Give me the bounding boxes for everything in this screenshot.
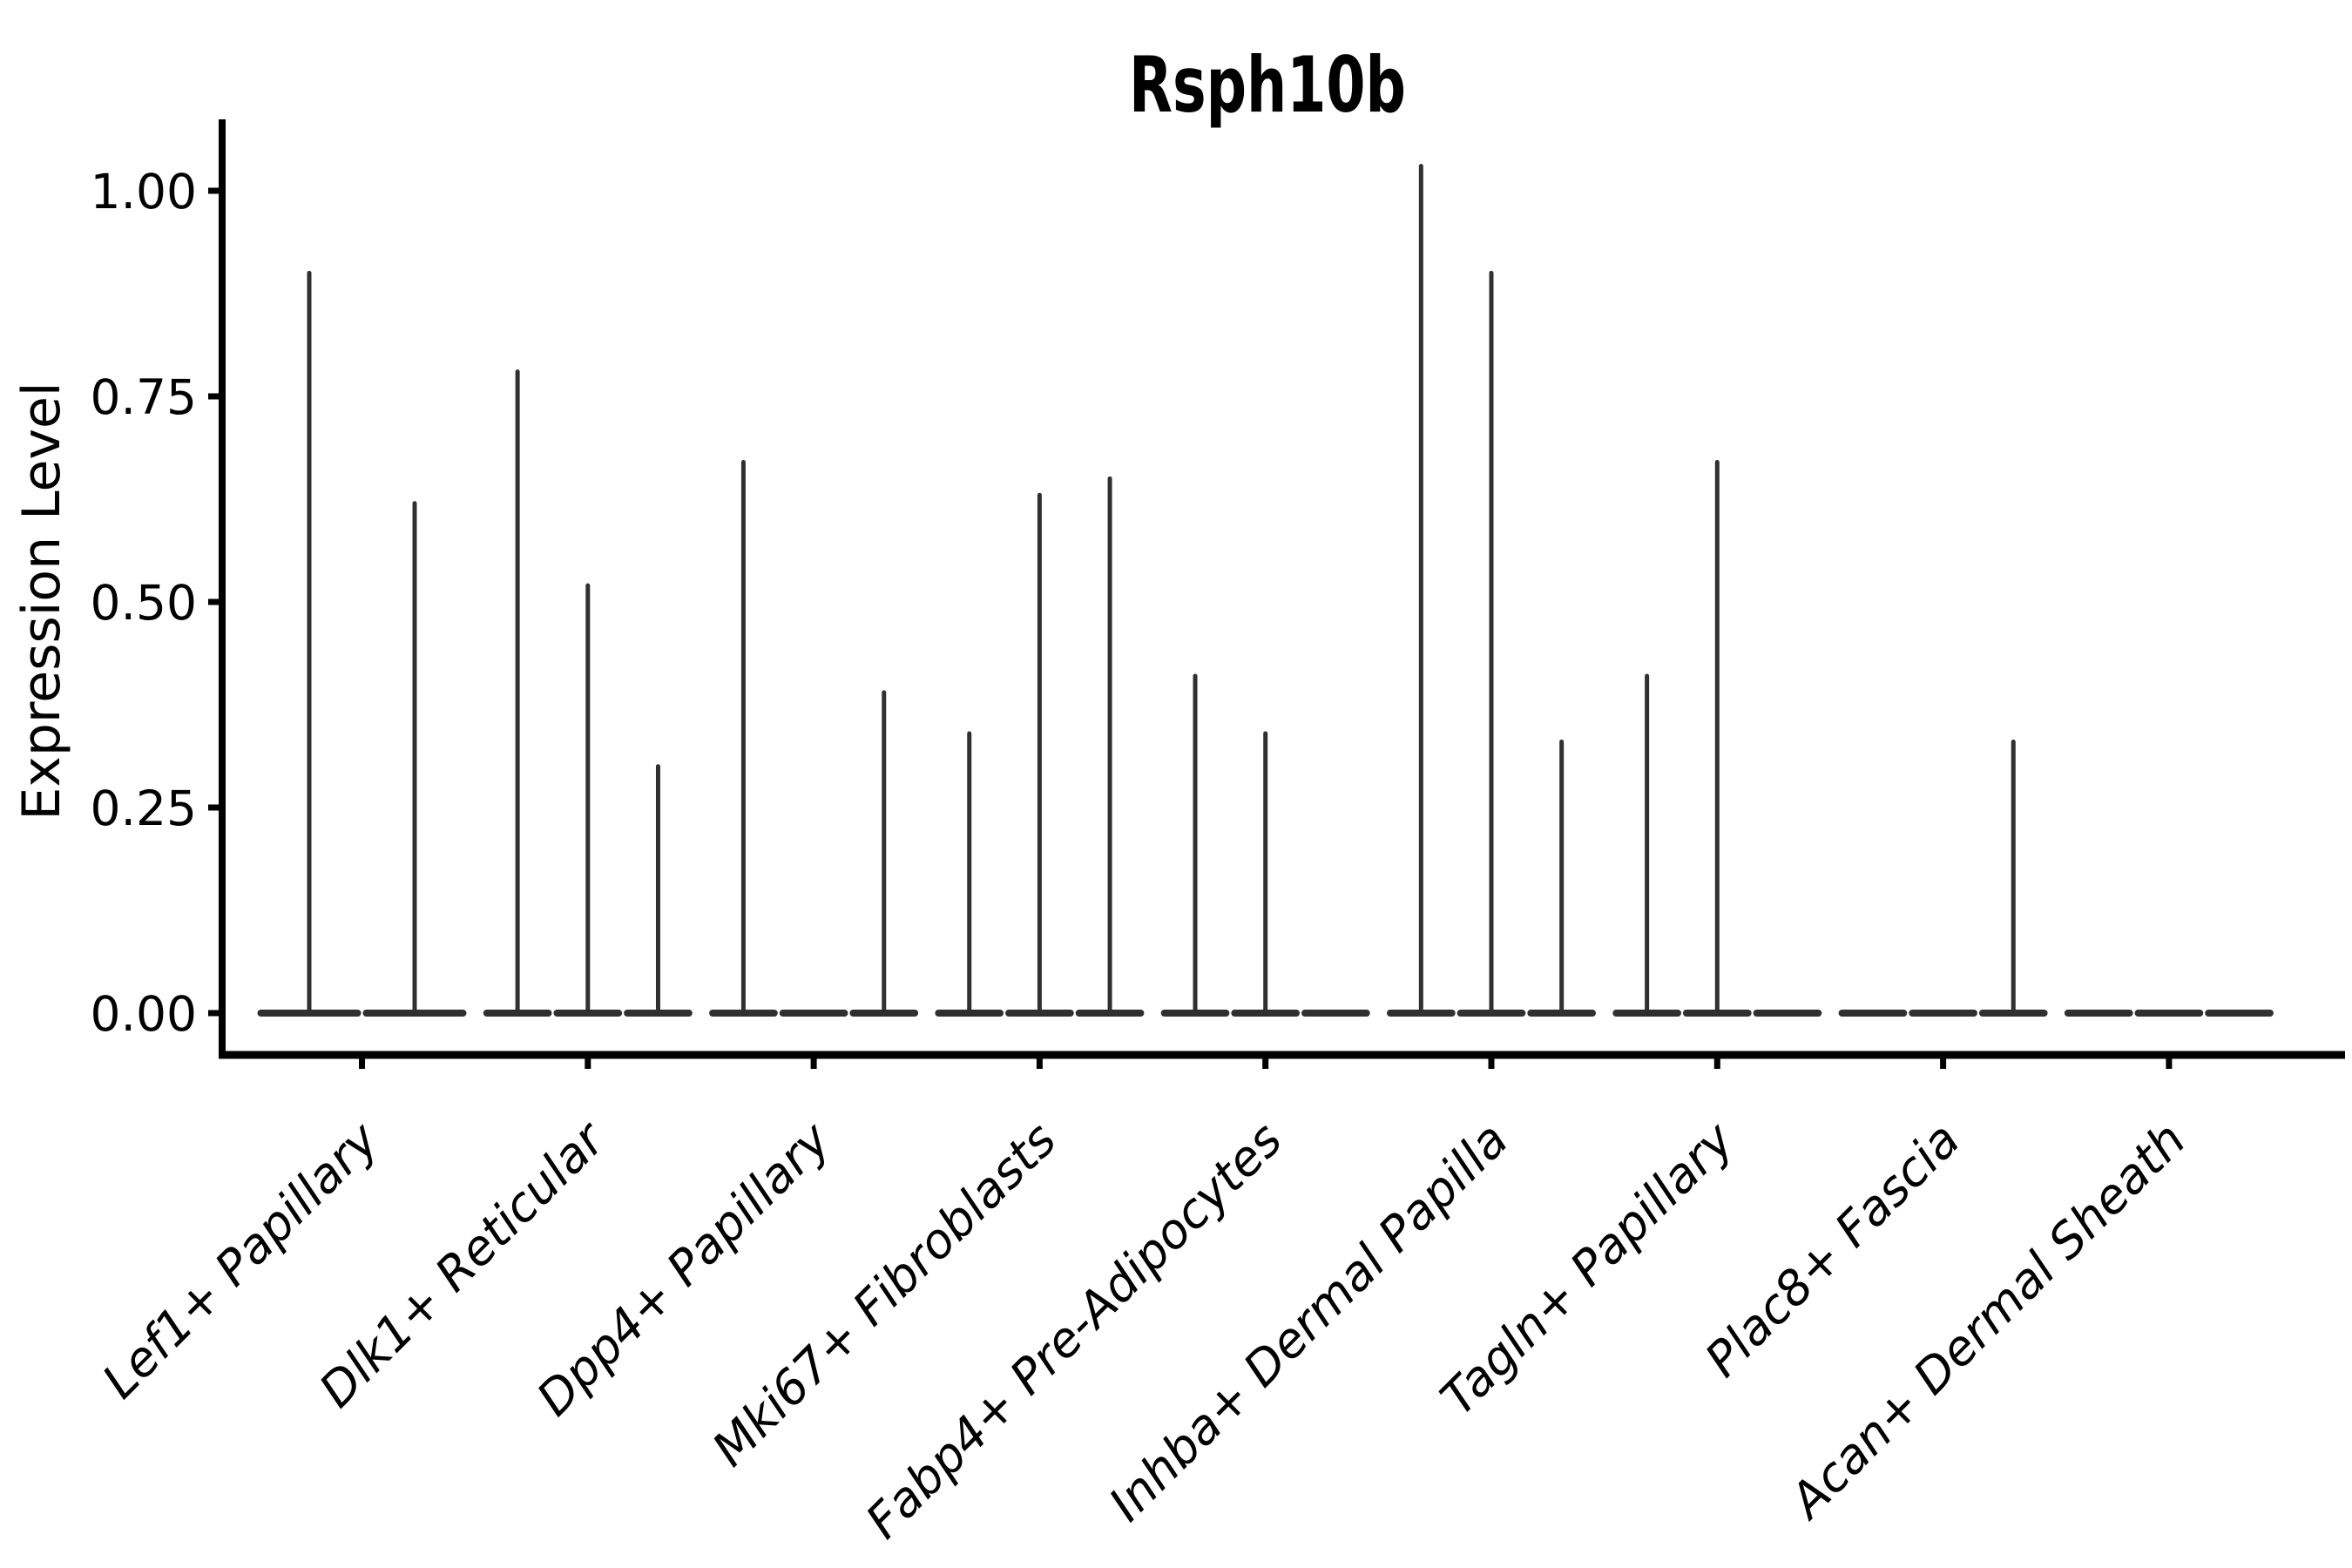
x-tick-label: Acan+ Dermal Sheath <box>1778 1112 2197 1531</box>
y-tick-label: 0.25 <box>91 781 197 836</box>
x-tick-label: Inhba+ Dermal Papilla <box>1098 1112 1518 1531</box>
x-tick-label: Fabp4+ Pre-Adipocytes <box>855 1112 1293 1549</box>
y-tick-label: 0.75 <box>91 369 197 425</box>
y-axis-label: Expression Level <box>11 382 72 820</box>
plot-title: Rsph10b <box>1129 40 1406 130</box>
y-tick-label: 1.00 <box>91 164 197 220</box>
y-tick-label: 0.00 <box>91 986 197 1042</box>
y-tick-label: 0.50 <box>91 575 197 631</box>
